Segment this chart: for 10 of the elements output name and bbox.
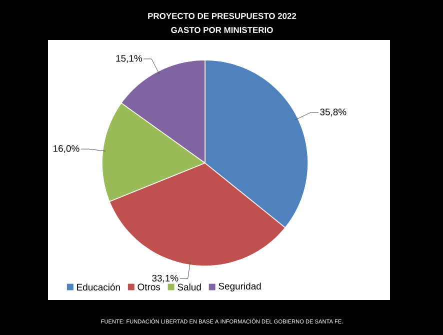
legend-label: Seguridad <box>218 282 261 292</box>
chart-subtitle: GASTO POR MINISTERIO <box>171 27 273 33</box>
data-label: 33,1% <box>152 274 178 283</box>
data-label: 16,0% <box>54 145 80 153</box>
data-label: 15,1% <box>116 55 142 63</box>
chart-title: PROYECTO DE PRESUPUESTO 2022 <box>148 13 296 19</box>
legend-label: Salud <box>178 284 201 290</box>
legend-label: Educación <box>77 283 120 291</box>
legend-label: Otros <box>138 284 160 290</box>
data-label: 35,8% <box>320 108 346 116</box>
